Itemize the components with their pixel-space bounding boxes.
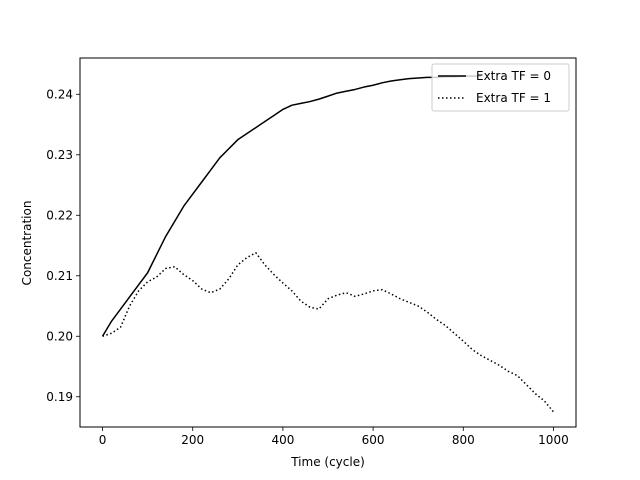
x-tick-label: 200 <box>181 433 204 447</box>
x-tick-label: 1000 <box>538 433 569 447</box>
y-tick-label: 0.23 <box>46 148 73 162</box>
series-line-extra-tf-1 <box>102 252 555 413</box>
legend-label-extra-tf-1: Extra TF = 1 <box>476 91 551 105</box>
legend-label-extra-tf-0: Extra TF = 0 <box>476 69 551 83</box>
x-axis-title: Time (cycle) <box>290 455 365 469</box>
plot-area <box>101 75 555 413</box>
legend: Extra TF = 0 Extra TF = 1 <box>431 63 570 112</box>
y-tick-label: 0.21 <box>46 269 73 283</box>
y-tick-label: 0.24 <box>46 87 73 101</box>
y-tick-label: 0.19 <box>46 390 73 404</box>
y-axis-title: Concentration <box>20 201 34 286</box>
x-tick-label: 800 <box>452 433 475 447</box>
ticks: 0 200 400 600 800 1000 0.19 0.20 0.21 0.22 0.23 0.2… <box>46 87 568 447</box>
axes-frame <box>79 57 577 428</box>
x-tick-label: 400 <box>271 433 294 447</box>
y-tick-label: 0.20 <box>46 329 73 343</box>
legend-box <box>431 63 570 112</box>
series-line-extra-tf-0 <box>101 75 482 337</box>
y-tick-label: 0.22 <box>46 208 73 222</box>
x-tick-label: 0 <box>99 433 107 447</box>
x-tick-label: 600 <box>362 433 385 447</box>
